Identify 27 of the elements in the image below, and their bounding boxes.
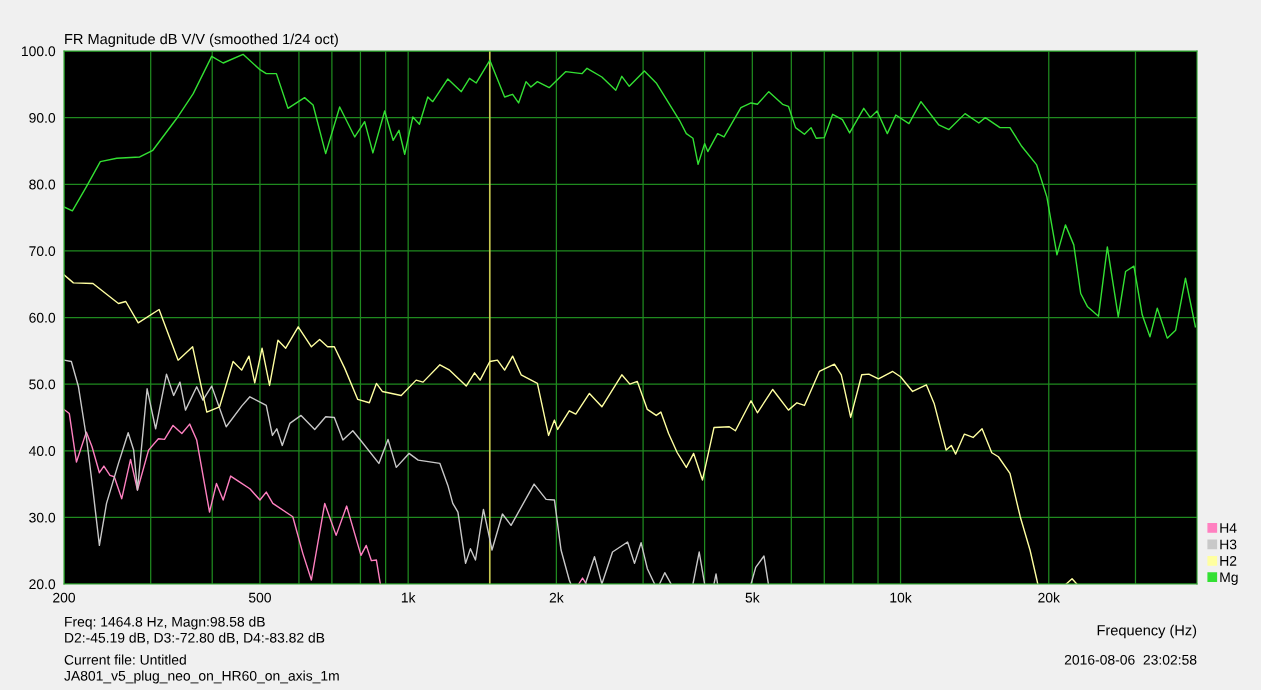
x-tick-label: 5k — [745, 592, 760, 603]
y-tick-label: 70.0 — [29, 246, 56, 257]
x-tick-label: 2k — [549, 592, 564, 603]
x-tick-label: 1k — [401, 592, 416, 603]
x-tick-label: 10k — [890, 592, 912, 603]
legend-label: H3 — [1220, 539, 1237, 550]
x-tick-label: 200 — [53, 592, 76, 603]
legend-label: Mg — [1220, 572, 1238, 585]
y-tick-label: 80.0 — [29, 179, 56, 190]
y-tick-label: 90.0 — [29, 112, 56, 123]
y-tick-label: 30.0 — [29, 512, 56, 523]
x-axis-title: Frequency (Hz) — [1097, 624, 1197, 639]
x-tick-label: 500 — [248, 592, 271, 603]
legend-label: H2 — [1220, 555, 1237, 566]
legend-label: H4 — [1220, 523, 1237, 533]
y-tick-label: 40.0 — [28, 446, 56, 456]
y-tick-label: 100.0 — [21, 46, 56, 57]
text: D2:-45.19 dB, D3:-72.80 dB, D4:-83.82 dB — [65, 632, 325, 645]
text: 2016-08-06 23:02:58 — [1064, 654, 1197, 665]
y-tick-label: 20.0 — [29, 579, 56, 590]
text: Freq: 1464.8 Hz, Magn:98.58 dB — [65, 616, 265, 630]
y-tick-label: 50.0 — [29, 379, 56, 390]
text: Current file: Untitled — [64, 654, 186, 665]
chart-title: FR Magnitude dB V/V (smoothed 1/24 oct) — [65, 33, 338, 48]
x-tick-label: 20k — [1038, 592, 1060, 603]
y-tick-label: 60.0 — [29, 312, 56, 323]
text: JA801_v5_plug_neo_on_HR60_on_axis_1m — [64, 670, 339, 684]
